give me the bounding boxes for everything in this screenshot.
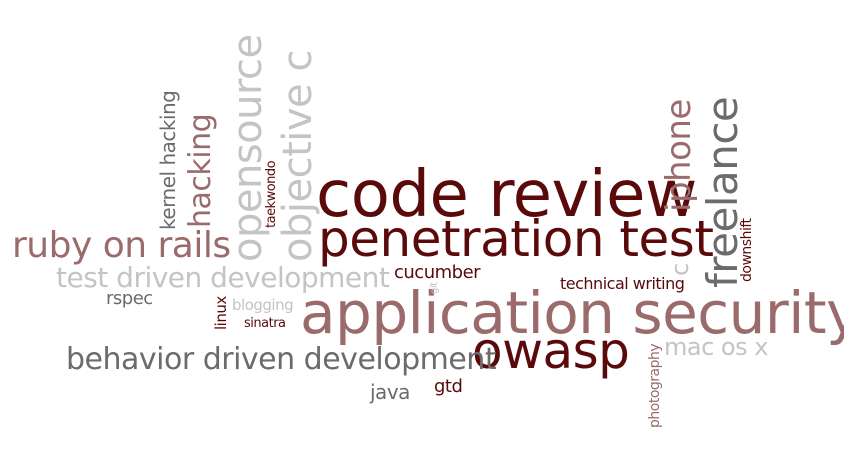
word-mac-os-x: mac os x [664, 333, 768, 361]
word-java: java [370, 380, 410, 404]
word-application-security: application security [300, 279, 844, 347]
word-penetration-test: penetration test [318, 210, 714, 268]
word-technical-writing: technical writing [560, 274, 685, 293]
word-gtd: gtd [434, 376, 463, 397]
word-rspec: rspec [106, 288, 153, 309]
word-objective-c: objective c [275, 50, 321, 262]
word-taekwondo: taekwondo [264, 160, 279, 228]
word-iphone: iphone [659, 99, 699, 212]
word-blogging: blogging [232, 296, 294, 314]
word-freelance: freelance [698, 96, 747, 288]
word-c: c [666, 263, 694, 276]
word-behavior-driven-development: behavior driven development [66, 342, 497, 377]
word-photography: photography [647, 343, 663, 428]
word-sinatra: sinatra [244, 316, 286, 331]
word-linux: linux [212, 296, 230, 330]
word-hacking: hacking [183, 113, 218, 228]
word-kernel-hacking: kernel hacking [156, 90, 180, 230]
word-cucumber: cucumber [394, 262, 481, 283]
word-owasp: owasp [472, 322, 630, 380]
word-downshift: downshift [739, 218, 755, 282]
word-test-driven-development: test driven development [56, 261, 390, 294]
word-git: git [429, 282, 440, 294]
word-ruby-on-rails: ruby on rails [12, 225, 231, 266]
word-opensource: opensource [225, 34, 271, 262]
word-code-review: code review [316, 158, 697, 232]
